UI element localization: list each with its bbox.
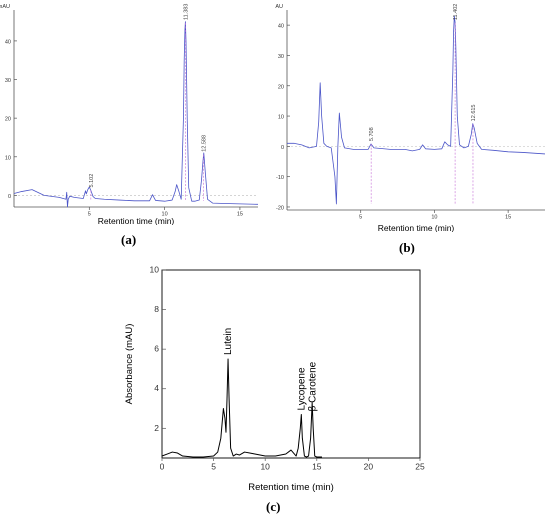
y-tick-label: 30: [278, 54, 284, 60]
y-tick-label: -10: [276, 175, 284, 181]
x-tick-label: 5: [359, 215, 362, 221]
x-tick-label: 15: [312, 462, 322, 472]
peak-label: β Carotene: [308, 361, 319, 411]
peak-label: 12.615: [471, 104, 477, 121]
peak-label: 5.708: [369, 127, 375, 141]
peak-label: 11.383: [183, 4, 189, 20]
series-line: [287, 15, 546, 205]
x-tick-label: 10: [431, 215, 437, 221]
panel-label-c: (c): [266, 499, 281, 514]
chart-panel-a: 0 10 20 30 40 5 10 15 Retention time (min) mAU 5.1…: [0, 0, 265, 226]
plot-frame: [161, 269, 421, 459]
y-tick-label: 8: [154, 304, 159, 314]
chart-a-svg: 0 10 20 30 40 5 10 15 Retention time (min) mAU 5.1…: [0, 4, 259, 226]
y-tick-label: 20: [278, 84, 284, 90]
x-axis-label: Retention time (min): [248, 482, 334, 493]
chart-panel-c: 2 4 6 8 10 0 5 10 15 20 25 Retention time (min) Abso…: [120, 258, 440, 498]
chart-c-svg: 2 4 6 8 10 0 5 10 15 20 25 Retention time (min) Abso…: [124, 265, 425, 494]
y-tick-label: 6: [154, 344, 159, 354]
x-tick-label: 20: [364, 462, 374, 472]
y-tick-label: 40: [5, 39, 11, 45]
y-tick-label: 10: [5, 155, 11, 161]
y-tick-label: 0: [8, 194, 11, 200]
y-axis-label: Absorbance (mAU): [124, 324, 135, 405]
peak-label: 5.102: [89, 174, 95, 188]
y-tick-label: 0: [281, 145, 284, 151]
y-tick-label: 40: [278, 24, 284, 30]
series-line: [161, 358, 322, 458]
y-unit-label: mAU: [0, 4, 10, 10]
x-axis-label: Retention time (min): [378, 223, 455, 232]
peak-label: 11.402: [453, 4, 459, 20]
y-tick-label: -20: [276, 205, 284, 211]
x-tick-label: 5: [88, 212, 91, 218]
y-tick-label: 2: [154, 423, 159, 433]
panel-label-b: (b): [399, 240, 415, 255]
x-tick-label: 25: [415, 462, 425, 472]
x-tick-label: 10: [260, 462, 270, 472]
y-tick-label: 30: [5, 78, 11, 84]
series-line: [13, 21, 259, 208]
y-tick-label: 20: [5, 117, 11, 123]
y-unit-label: mAU: [275, 4, 283, 10]
x-axis-label: Retention time (min): [98, 216, 175, 225]
y-tick-label: 4: [154, 383, 159, 393]
x-tick-label: 0: [160, 462, 165, 472]
x-tick-label: 5: [211, 462, 216, 472]
x-tick-label: 15: [237, 212, 243, 218]
y-tick-label: 10: [278, 115, 284, 121]
x-tick-label: 10: [162, 212, 168, 218]
x-tick-label: 15: [505, 215, 511, 221]
y-tick-label: 10: [150, 265, 160, 275]
peak-label: 12.588: [202, 135, 208, 152]
chart-panel-b: -20 -10 0 10 20 30 40 5 10 15 Retention time (min)…: [271, 0, 550, 233]
peak-label: Lycopene: [296, 367, 307, 410]
peak-label: Lutein: [223, 328, 234, 355]
chart-b-svg: -20 -10 0 10 20 30 40 5 10 15 Retention time (min)…: [271, 4, 546, 233]
panel-label-a: (a): [121, 232, 137, 247]
